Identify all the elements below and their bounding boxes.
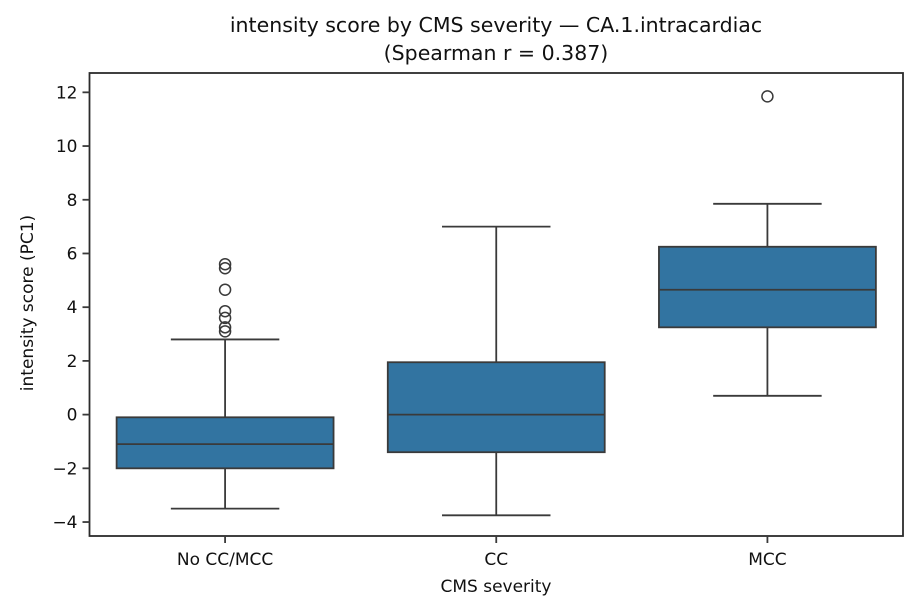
y-tick-label: 6: [67, 244, 78, 264]
y-tick-label: 10: [56, 137, 78, 157]
y-tick-label: 8: [67, 191, 78, 211]
box-no-cc-mcc-outlier: [218, 261, 232, 275]
chart-title-line2: (Spearman r = 0.387): [383, 41, 609, 65]
x-axis-label: CMS severity: [440, 577, 552, 597]
box-mcc-outlier: [761, 90, 774, 103]
x-tick-label-cc: CC: [484, 550, 508, 570]
x-tick-label-no-cc-mcc: No CC/MCC: [177, 550, 273, 570]
y-tick-label: 12: [56, 83, 78, 103]
box-no-cc-mcc-outlier: [218, 325, 232, 338]
box-no-cc-mcc-outlier: [218, 321, 232, 334]
box-mcc: [658, 245, 877, 329]
box-no-cc-mcc-outlier: [218, 311, 232, 325]
chart-title: intensity score by CMS severity — CA.1.i…: [89, 11, 903, 67]
box-no-cc-mcc-outlier: [218, 283, 232, 296]
box-no-cc-mcc: [115, 416, 335, 470]
y-tick-label: 2: [67, 352, 78, 372]
x-tick-label-mcc: MCC: [748, 550, 786, 570]
y-tick-label: −4: [52, 513, 77, 533]
y-tick-label: −2: [52, 459, 77, 479]
box-no-cc-mcc-outlier: [218, 304, 232, 318]
y-tick-label: 0: [67, 406, 78, 426]
box-cc: [386, 361, 606, 454]
box-no-cc-mcc-outlier: [218, 257, 232, 271]
chart-title-line1: intensity score by CMS severity — CA.1.i…: [229, 13, 763, 37]
y-tick-label: 4: [67, 298, 78, 318]
